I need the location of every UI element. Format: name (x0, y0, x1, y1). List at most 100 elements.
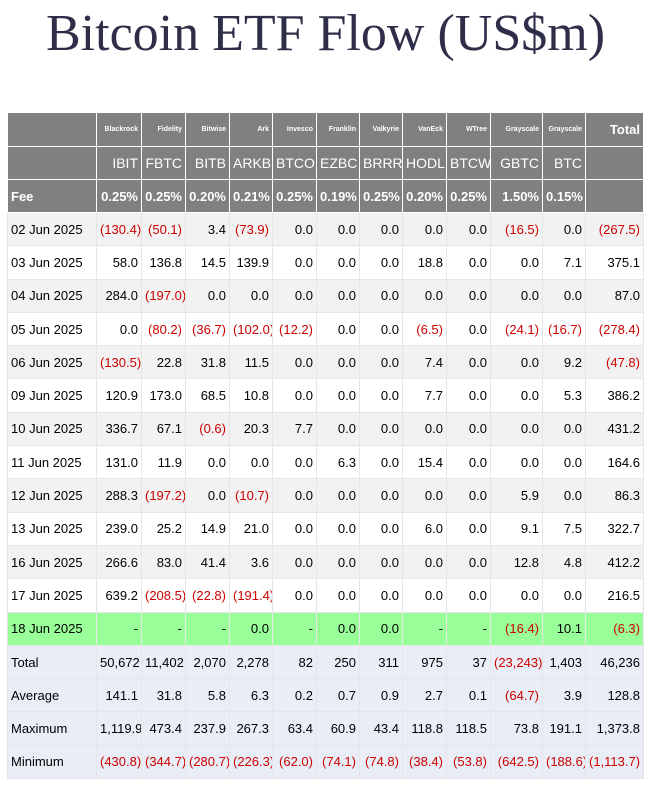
flow-value: 0.0 (359, 211, 403, 247)
fee: 0.20% (402, 179, 447, 213)
flow-value: 0.0 (402, 544, 447, 580)
summary-value: 191.1 (542, 711, 586, 746)
flow-value: 68.5 (185, 378, 230, 413)
flow-value: (16.4) (490, 611, 543, 646)
flow-value: 0.0 (446, 511, 491, 546)
ticker: FBTC (141, 146, 186, 180)
summary-value: 11,402 (141, 644, 186, 680)
summary-label: Minimum (7, 744, 97, 780)
flow-value: 0.0 (490, 278, 543, 313)
summary-value: 975 (402, 644, 447, 680)
flow-value: 375.1 (585, 245, 644, 280)
flow-value: 0.0 (316, 245, 360, 280)
flow-value: 5.3 (542, 378, 586, 413)
flow-value: 0.0 (446, 445, 491, 480)
flow-value: (130.4) (96, 211, 142, 247)
summary-row: Average 141.1 31.8 5.8 6.3 0.2 0.7 0.9 2.7 0.1 (64… (7, 678, 644, 713)
corner-cell (7, 112, 97, 147)
summary-value: 37 (446, 644, 491, 680)
summary-value: (226.3) (229, 744, 273, 780)
flow-value: 6.0 (402, 511, 447, 546)
flow-value: 0.0 (446, 245, 491, 280)
summary-value: 267.3 (229, 711, 273, 746)
date: 02 Jun 2025 (7, 211, 97, 247)
issuer-name: WTree (446, 112, 491, 147)
flow-value: 20.3 (229, 411, 273, 447)
fee-label: Fee (7, 179, 97, 213)
fee: 0.15% (542, 179, 586, 213)
summary-value: 2,278 (229, 644, 273, 680)
flow-value: - (141, 611, 186, 646)
flow-value: 0.0 (272, 511, 317, 546)
summary-value: 118.8 (402, 711, 447, 746)
flow-value: - (402, 611, 447, 646)
summary-value: (38.4) (402, 744, 447, 780)
flow-value: 0.0 (446, 411, 491, 447)
flow-value: 0.0 (542, 278, 586, 313)
daily-row: 05 Jun 2025 0.0 (80.2) (36.7) (102.0) (12.2) 0… (7, 311, 644, 347)
date: 09 Jun 2025 (7, 378, 97, 413)
flow-value: (6.3) (585, 611, 644, 646)
flow-value: 0.0 (490, 378, 543, 413)
flow-value: 15.4 (402, 445, 447, 480)
flow-value: 0.0 (446, 478, 491, 513)
summary-value: 128.8 (585, 678, 644, 713)
summary-value: 118.5 (446, 711, 491, 746)
summary-value: 0.1 (446, 678, 491, 713)
summary-value: 1,373.8 (585, 711, 644, 746)
summary-value: 46,236 (585, 644, 644, 680)
flow-value: 7.5 (542, 511, 586, 546)
summary-row: Minimum (430.8) (344.7) (280.7) (226.3) (62.0… (7, 744, 644, 780)
flow-value: 431.2 (585, 411, 644, 447)
flow-value: (50.1) (141, 211, 186, 247)
summary-label: Total (7, 644, 97, 680)
fee: 0.25% (446, 179, 491, 213)
corner-cell (7, 146, 97, 180)
flow-value: 0.0 (316, 211, 360, 247)
flow-value: 0.0 (272, 245, 317, 280)
daily-row: 13 Jun 2025 239.0 25.2 14.9 21.0 0.0 0.0 0.0 6.0… (7, 511, 644, 546)
flow-value: 0.0 (359, 245, 403, 280)
flow-value: (16.7) (542, 311, 586, 347)
table-body: 02 Jun 2025 (130.4) (50.1) 3.4 (73.9) 0.0 0.0 0… (7, 211, 644, 780)
summary-value: (1,113.7) (585, 744, 644, 780)
summary-value: (62.0) (272, 744, 317, 780)
summary-value: 0.7 (316, 678, 360, 713)
flow-value: 0.0 (402, 211, 447, 247)
flow-value: 0.0 (490, 345, 543, 380)
flow-value: 4.8 (542, 544, 586, 580)
daily-row: 18 Jun 2025- - -0.0-0.0 0.0- - (16.4) 10.1 (6.3… (7, 611, 644, 646)
flow-value: 266.6 (96, 544, 142, 580)
flow-value: (197.2) (141, 478, 186, 513)
daily-row: 03 Jun 2025 58.0 136.8 14.5 139.9 0.0 0.0 0.0 18… (7, 245, 644, 280)
total-spacer (585, 146, 644, 180)
total-spacer (585, 179, 644, 213)
flow-value: (80.2) (141, 311, 186, 347)
flow-value: 0.0 (359, 411, 403, 447)
issuer-name: Invesco (272, 112, 317, 147)
summary-value: (280.7) (185, 744, 230, 780)
flow-value: 0.0 (490, 578, 543, 613)
flow-value: 18.8 (402, 245, 447, 280)
issuer-name: Fidelity (141, 112, 186, 147)
date: 05 Jun 2025 (7, 311, 97, 347)
summary-value: 5.8 (185, 678, 230, 713)
summary-value: 63.4 (272, 711, 317, 746)
summary-value: 6.3 (229, 678, 273, 713)
flow-value: 412.2 (585, 544, 644, 580)
flow-value: 0.0 (316, 611, 360, 646)
flow-value: 14.9 (185, 511, 230, 546)
flow-value: 9.2 (542, 345, 586, 380)
flow-value: 0.0 (316, 578, 360, 613)
flow-value: 0.0 (402, 278, 447, 313)
flow-value: 0.0 (359, 278, 403, 313)
flow-value: 7.4 (402, 345, 447, 380)
flow-value: (12.2) (272, 311, 317, 347)
flow-value: 0.0 (272, 211, 317, 247)
daily-row: 04 Jun 2025 284.0 (197.0) 0.0 0.0 0.0 0.0 0.0 0.… (7, 278, 644, 313)
flow-value: 87.0 (585, 278, 644, 313)
flow-value: 0.0 (316, 278, 360, 313)
flow-value: 83.0 (141, 544, 186, 580)
